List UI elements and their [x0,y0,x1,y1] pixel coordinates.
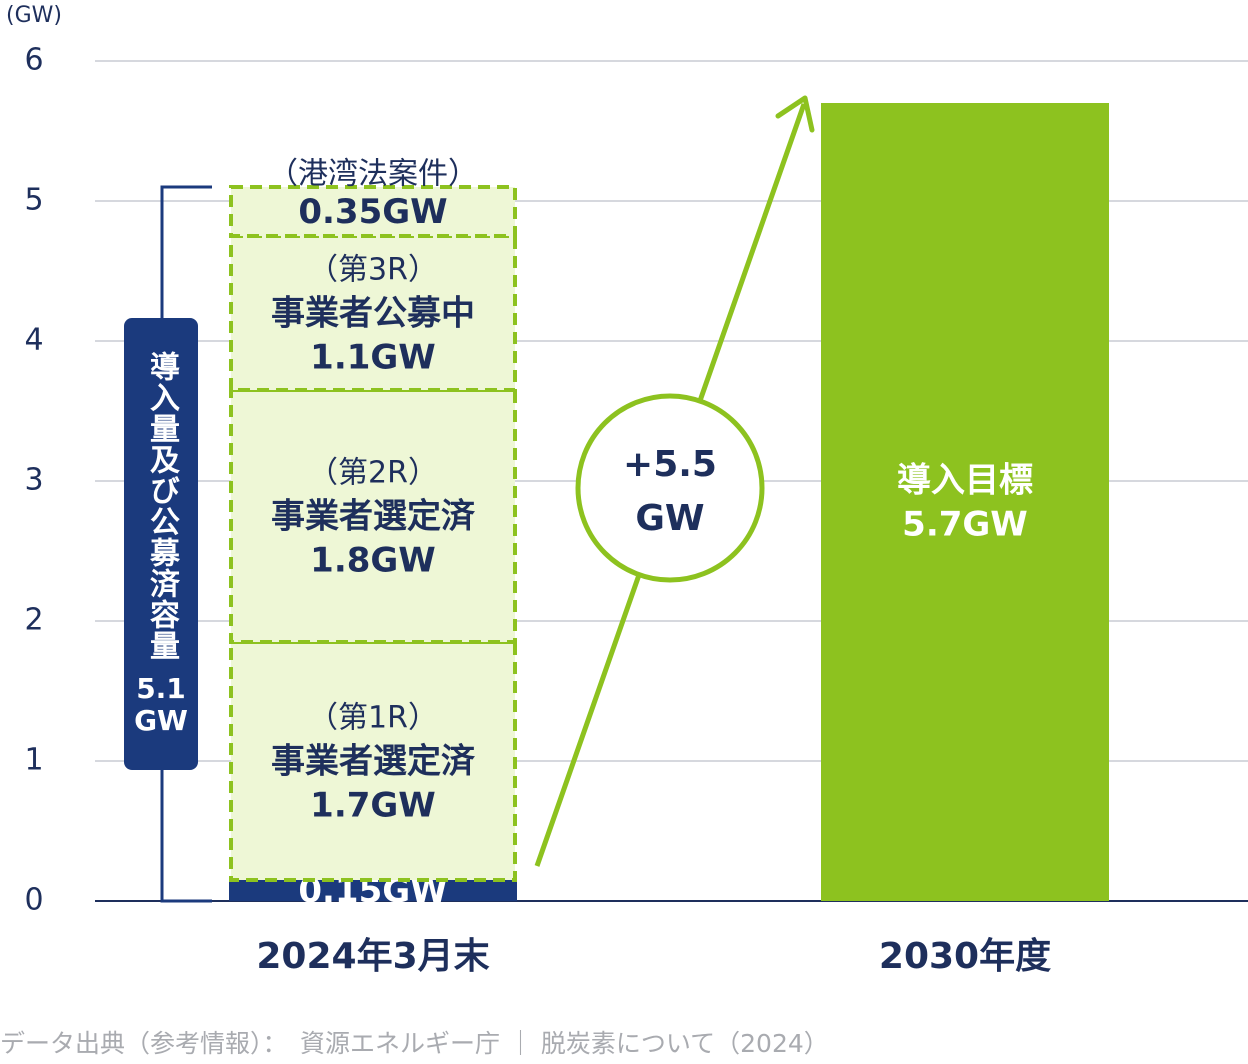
change-label: +5.5 GW [623,444,717,539]
change-circle [575,393,765,583]
bracket-value: 5.1 GW [134,672,188,737]
seg-tag: （港湾法案件） [268,157,478,192]
x-tick-label: 2024年3月末 [256,936,489,977]
y-tick-label: 6 [24,43,43,78]
y-tick-label: 0 [24,883,43,918]
bracket-label-box: 導入量及び公募済容量 5.1 GW [124,318,198,770]
source: データ出典（参考情報）： 資源エネルギー庁 ｜ 脱炭素について（2024） [0,1029,829,1058]
unit-label: (GW) [6,3,62,28]
value-label: 1.7GW [310,786,436,826]
value-label: 1.1GW [310,338,436,378]
seg-tag: （第3R） [308,253,438,288]
seg-tag: （第2R） [308,456,438,491]
bar-segment [229,234,517,392]
bar-segment [229,185,517,238]
y-tick-label: 4 [24,323,43,358]
seg-name: 事業者公募中 [271,294,475,334]
value-label: 0.35GW [298,192,447,232]
bar-segment [229,640,517,882]
y-tick-label: 2 [24,603,43,638]
y-tick-label: 1 [24,743,43,778]
bar-segment [821,103,1109,901]
y-tick-label: 5 [24,183,43,218]
x-tick-label: 2030年度 [879,936,1051,977]
value-label: 1.8GW [310,541,436,581]
seg-name: 事業者選定済 [271,497,476,537]
seg-name: 導入目標 [897,461,1033,501]
value-label: 5.7GW [902,505,1028,545]
arrow-head [775,95,815,133]
y-tick-label: 3 [24,463,43,498]
seg-name: 事業者選定済 [271,742,476,782]
bar-segment [229,880,517,901]
seg-tag: （第1R） [308,701,438,736]
bracket-label: 導入量及び公募済容量 [144,351,179,661]
